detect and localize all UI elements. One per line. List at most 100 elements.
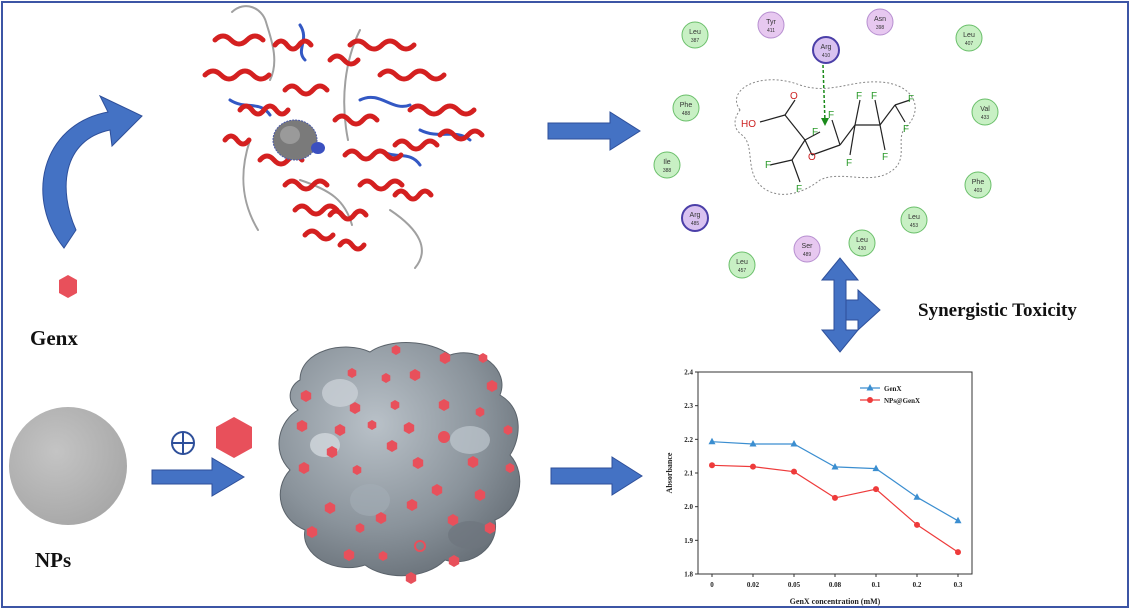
residue-number: 387 xyxy=(691,38,700,44)
mol-f: F xyxy=(903,124,909,135)
x-axis-label: GenX concentration (mM) xyxy=(790,597,881,606)
synergy-arrow xyxy=(820,257,881,353)
residue-val-433: Val 433 xyxy=(971,98,999,126)
nanoparticle-sphere xyxy=(9,407,127,525)
residue-leu-453: Leu 453 xyxy=(900,206,928,234)
residue-name: Phe xyxy=(680,102,693,109)
genx-hexagon-small xyxy=(412,457,424,469)
genx-hexagon-small xyxy=(306,526,318,538)
mol-o-ether: O xyxy=(808,152,816,163)
residue-number: 407 xyxy=(965,41,974,47)
data-point-nps-genx xyxy=(832,494,838,501)
residue-number: 403 xyxy=(974,188,983,194)
residue-phe-488: Phe 488 xyxy=(672,94,700,122)
mol-f: F xyxy=(796,184,802,195)
genx-hexagon-small xyxy=(438,399,450,411)
data-point-nps-genx xyxy=(914,521,920,528)
absorbance-chart-svg: 1.8 1.9 2.0 2.1 2.2 2.3 2.4 0 0.02 0.05 0.08 0.1 0.2… xyxy=(665,369,973,606)
genx-hexagon-small xyxy=(409,369,421,381)
plus-symbol xyxy=(171,431,195,455)
mol-f: F xyxy=(882,152,888,163)
residue-number: 485 xyxy=(691,221,700,227)
genx-hexagon-small xyxy=(334,424,346,436)
genx-hexagon-small xyxy=(447,514,459,526)
residue-phe-403: Phe 403 xyxy=(964,171,992,199)
series-line-nps-genx xyxy=(711,464,959,553)
genx-hexagon-small xyxy=(431,484,443,496)
genx-hexagon-large xyxy=(216,417,252,458)
y-tick-label: 2.1 xyxy=(684,470,693,478)
residue-name: Leu xyxy=(856,237,868,244)
residue-number: 489 xyxy=(803,252,812,258)
residue-number: 488 xyxy=(682,111,691,117)
genx-hexagon-small xyxy=(355,523,365,533)
genx-hexagon-small xyxy=(298,462,310,474)
x-tick-label: 0.2 xyxy=(913,581,922,589)
x-tick-label: 0.02 xyxy=(747,581,760,589)
residue-number: 411 xyxy=(767,28,775,34)
genx-hexagon-small xyxy=(406,499,418,511)
genx-ring-marker xyxy=(438,431,450,443)
series-line-genx xyxy=(711,441,959,522)
mol-f: F xyxy=(908,94,914,105)
data-point-genx xyxy=(872,464,880,472)
genx-hexagon-small xyxy=(505,463,515,473)
residue-number: 457 xyxy=(738,268,747,274)
genx-hexagon-small xyxy=(296,420,308,432)
legend-label: NPs@GenX xyxy=(884,397,920,405)
residue-name: Leu xyxy=(689,29,701,36)
genx-hexagon-small xyxy=(391,345,401,355)
residue-name: Val xyxy=(980,106,990,113)
data-point-genx xyxy=(708,437,716,445)
genx-hexagon xyxy=(59,275,77,298)
x-tick-label: 0.08 xyxy=(829,581,842,589)
residue-number: 410 xyxy=(822,53,831,59)
genx-hexagon-small xyxy=(386,440,398,452)
residue-name: Leu xyxy=(736,259,748,266)
genx-label: Genx xyxy=(30,326,78,350)
residue-tyr-411: Tyr 411 xyxy=(757,11,785,39)
residue-name: Leu xyxy=(908,214,920,221)
genx-hexagon-small xyxy=(343,549,355,561)
genx-hexagon-small xyxy=(478,353,488,363)
x-tick-label: 0.1 xyxy=(872,581,881,589)
y-tick-label: 2.0 xyxy=(684,503,693,511)
residue-name: Arg xyxy=(821,44,832,51)
genx-hexagon-small xyxy=(375,512,387,524)
residue-number: 433 xyxy=(981,115,990,121)
genx-hexagon-small xyxy=(300,390,312,402)
mol-o-carbonyl: O xyxy=(790,91,798,102)
genx-hexagon-small xyxy=(474,489,486,501)
residue-name: Ser xyxy=(802,243,814,250)
absorbance-chart: 1.8 1.9 2.0 2.1 2.2 2.3 2.4 0 0.02 0.05 0.08 0.1 0.2… xyxy=(660,362,990,610)
residue-number: 398 xyxy=(876,25,885,31)
residue-arg-485: Arg 485 xyxy=(681,204,709,232)
y-tick-label: 2.3 xyxy=(684,402,693,410)
legend-marker xyxy=(866,384,874,391)
genx-hexagon-small xyxy=(390,400,400,410)
genx-hexagon-small xyxy=(326,446,338,458)
residue-arg-410: Arg 410 xyxy=(812,36,840,64)
residue-name: Leu xyxy=(963,32,975,39)
plot-frame xyxy=(697,371,973,575)
data-point-genx xyxy=(749,440,757,447)
hbond-arrowhead xyxy=(821,118,829,126)
genx-hexagon-small xyxy=(467,456,479,468)
y-tick-label: 2.4 xyxy=(684,369,693,377)
mol-f: F xyxy=(765,160,771,171)
mol-f: F xyxy=(812,127,818,138)
genx-hexagon-small xyxy=(438,431,450,443)
binding-site-contour xyxy=(734,79,916,195)
genx-hexagon-small xyxy=(439,352,451,364)
residue-name: Ile xyxy=(663,159,671,166)
ligand-interaction-diagram: HO O O F F F F F F F F F F Leu 387 Tyr 411 A… xyxy=(653,8,999,279)
data-point-genx xyxy=(954,516,962,524)
residue-number: 388 xyxy=(663,168,672,174)
arrow-to-complex xyxy=(151,457,245,497)
arrow-to-chart xyxy=(550,456,643,496)
genx-hexagon-small xyxy=(347,368,357,378)
genx-hexagon-small xyxy=(403,422,415,434)
residue-name: Phe xyxy=(972,179,985,186)
